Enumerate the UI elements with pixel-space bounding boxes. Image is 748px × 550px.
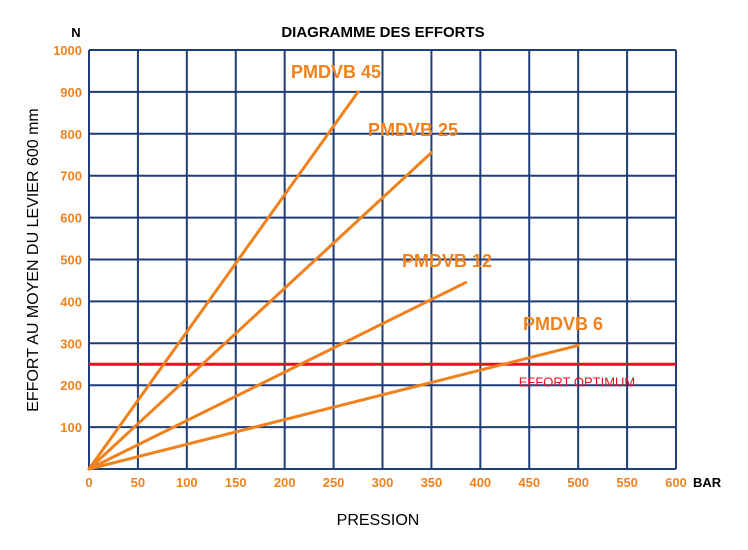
y-tick-label: 800	[60, 127, 82, 142]
effort-optimum-label: EFFORT OPTIMUM	[519, 374, 636, 389]
series-lines	[87, 90, 580, 471]
y-tick-label: 700	[60, 169, 82, 184]
series-label-pmdvb-25: PMDVB 25	[368, 120, 458, 140]
y-tick-label: 500	[60, 253, 82, 268]
y-tick-label: 200	[60, 378, 82, 393]
x-tick-label: 300	[372, 475, 394, 490]
x-axis-title: PRESSION	[337, 512, 420, 529]
y-tick-label: 1000	[53, 43, 82, 58]
series-line-pmdvb-12	[87, 281, 468, 471]
y-tick-label: 100	[60, 420, 82, 435]
x-tick-label: 550	[616, 475, 638, 490]
y-tick-label: 400	[60, 294, 82, 309]
series-labels: EFFORT OPTIMUM PMDVB 45 PMDVB 25 PMDVB 12 PM…	[291, 62, 635, 389]
x-tick-label: 0	[85, 475, 92, 490]
y-tick-label: 600	[60, 211, 82, 226]
x-tick-label: 250	[323, 475, 345, 490]
y-axis-title: EFFORT AU MOYEN DU LEVIER 600 mm	[25, 108, 42, 411]
series-line-pmdvb-6	[87, 343, 580, 471]
series-label-pmdvb-45: PMDVB 45	[291, 62, 381, 82]
x-tick-label: 50	[131, 475, 145, 490]
series-line-pmdvb-25	[87, 151, 433, 471]
y-unit-label: N	[71, 25, 80, 40]
x-tick-label: 200	[274, 475, 296, 490]
x-tick-label: 500	[567, 475, 589, 490]
x-tick-label: 150	[225, 475, 247, 490]
x-unit-label: BAR	[693, 475, 722, 490]
x-tick-label: 600	[665, 475, 687, 490]
x-tick-label: 400	[469, 475, 491, 490]
series-line-pmdvb-45	[87, 90, 360, 471]
x-tick-label: 450	[518, 475, 540, 490]
series-label-pmdvb-6: PMDVB 6	[523, 314, 603, 334]
y-tick-label: 900	[60, 85, 82, 100]
x-tick-label: 350	[421, 475, 443, 490]
chart-title: DIAGRAMME DES EFFORTS	[281, 24, 484, 41]
y-tick-label: 300	[60, 336, 82, 351]
tick-labels: 0 50 100 150 200 250 300 350 400 450 500 550 600 100 2…	[53, 43, 687, 490]
grid	[88, 49, 677, 470]
x-tick-label: 100	[176, 475, 198, 490]
series-label-pmdvb-12: PMDVB 12	[402, 251, 492, 271]
